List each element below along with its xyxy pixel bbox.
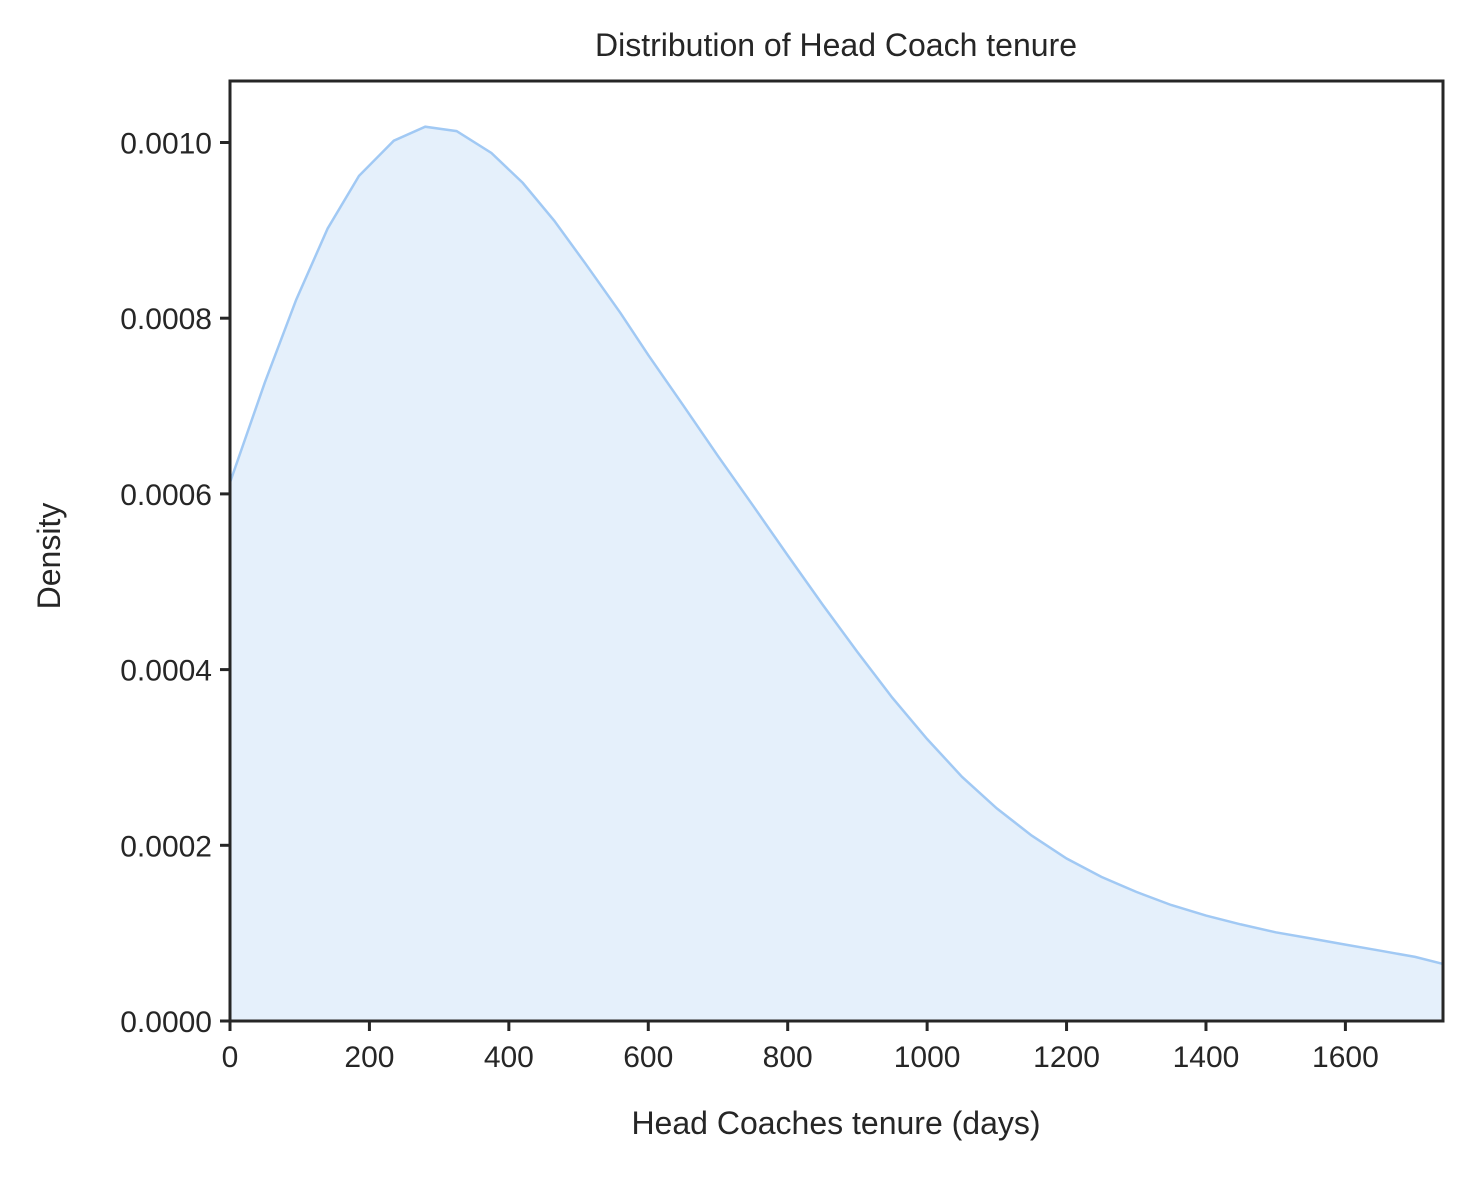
x-axis: 0 200 400 600 800 1000 1200 1400 1600 (222, 1021, 1379, 1074)
x-tick-label: 1200 (1033, 1041, 1100, 1074)
x-tick-label: 200 (344, 1041, 394, 1074)
x-tick-label: 1000 (894, 1041, 961, 1074)
density-line (228, 125, 1444, 966)
y-tick-label: 0.0000 (120, 1006, 212, 1039)
plot-frame (228, 79, 1445, 1023)
x-tick-label: 400 (484, 1041, 534, 1074)
y-tick-label: 0.0004 (120, 655, 212, 688)
y-tick-label: 0.0002 (120, 830, 212, 863)
x-tick-label: 800 (763, 1041, 813, 1074)
y-tick-label: 0.0006 (120, 479, 212, 512)
x-tick-label: 0 (222, 1041, 239, 1074)
y-axis: 0.0000 0.0002 0.0004 0.0006 0.0008 0.0010 (120, 127, 230, 1039)
chart-title: Distribution of Head Coach tenure (595, 27, 1077, 63)
y-tick-label: 0.0010 (120, 127, 212, 160)
plot-area (228, 125, 1444, 1021)
density-area (230, 126, 1443, 1021)
x-axis-label: Head Coaches tenure (days) (631, 1105, 1040, 1141)
y-axis-label: Density (31, 503, 67, 610)
x-tick-label: 1400 (1173, 1041, 1240, 1074)
x-tick-label: 1600 (1312, 1041, 1379, 1074)
y-tick-label: 0.0008 (120, 303, 212, 336)
x-tick-label: 600 (623, 1041, 673, 1074)
